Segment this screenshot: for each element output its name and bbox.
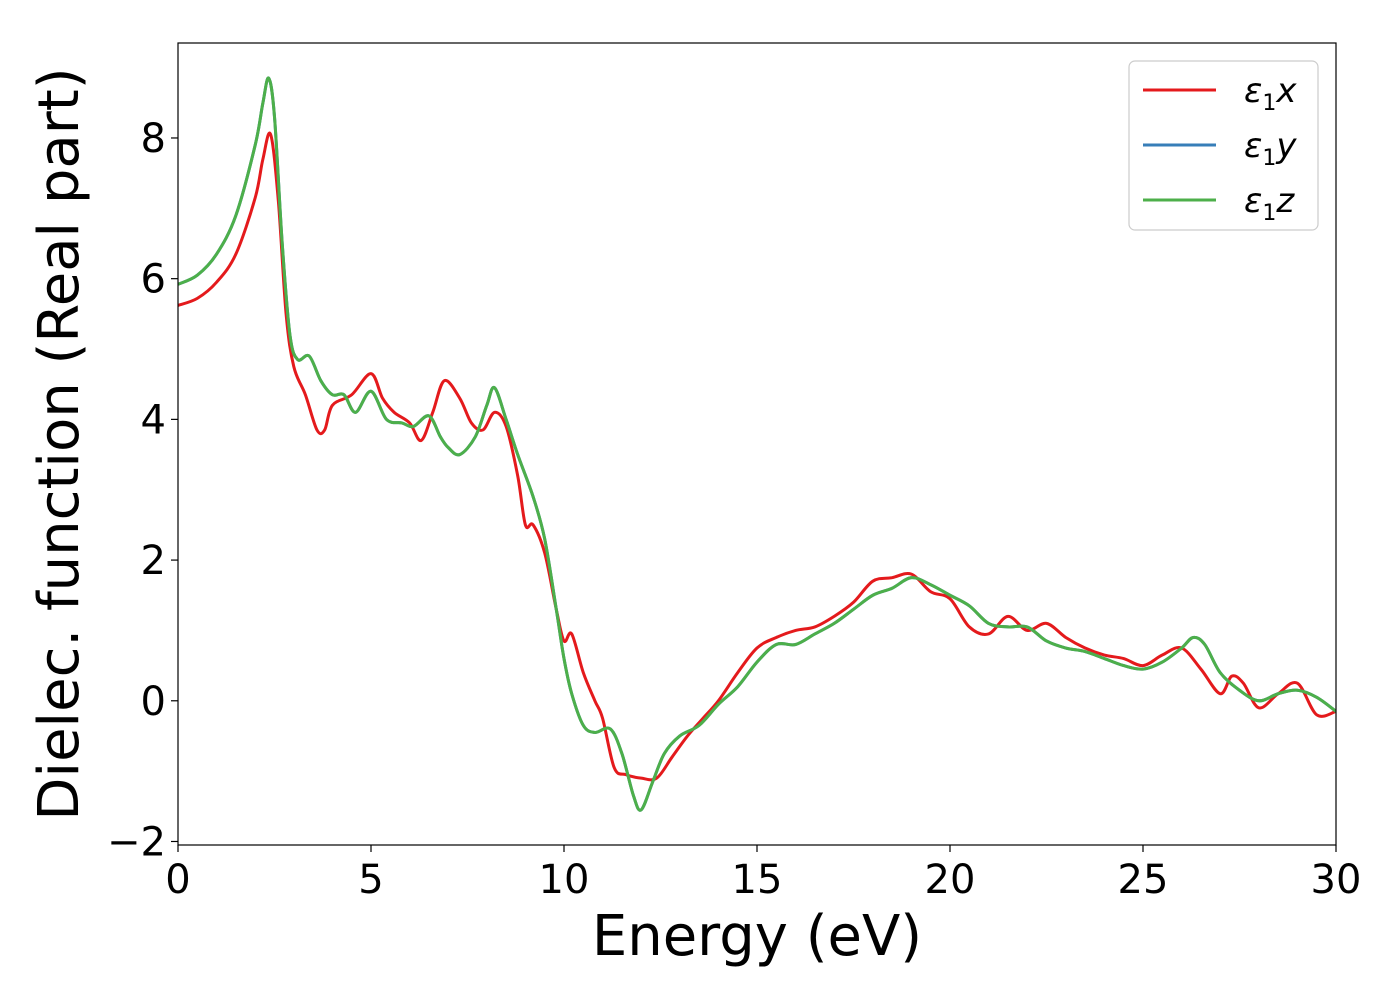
- legend-label-y: ε1y: [1244, 126, 1297, 171]
- x-tick-label: 25: [1118, 857, 1169, 903]
- x-tick-label: 5: [358, 857, 383, 903]
- y-tick-label: 4: [141, 397, 166, 443]
- x-tick-label: 15: [732, 857, 783, 903]
- series-layer: [178, 76, 1336, 812]
- legend-box: [1128, 60, 1319, 231]
- legend-label-z: ε1z: [1244, 181, 1295, 226]
- series-line-z: [178, 76, 1336, 812]
- y-tick-label: 2: [141, 538, 166, 584]
- y-axis-ticks: −2 0 2 4 6 8: [107, 116, 178, 865]
- legend-label-x: ε1x: [1244, 71, 1297, 116]
- x-axis-label: Energy (eV): [592, 904, 922, 969]
- legend: ε1x ε1y ε1z: [1128, 60, 1319, 231]
- x-axis-ticks: 0 5 10 15 20 25 30: [165, 845, 1361, 903]
- x-tick-label: 30: [1311, 857, 1362, 903]
- x-tick-label: 0: [165, 857, 190, 903]
- y-tick-label: 6: [141, 257, 166, 303]
- y-tick-label: 8: [141, 116, 166, 162]
- y-axis-label: Dielec. function (Real part): [27, 67, 92, 820]
- x-tick-label: 10: [539, 857, 590, 903]
- y-tick-label: 0: [141, 679, 166, 725]
- y-tick-label: −2: [107, 819, 166, 865]
- x-tick-label: 20: [925, 857, 976, 903]
